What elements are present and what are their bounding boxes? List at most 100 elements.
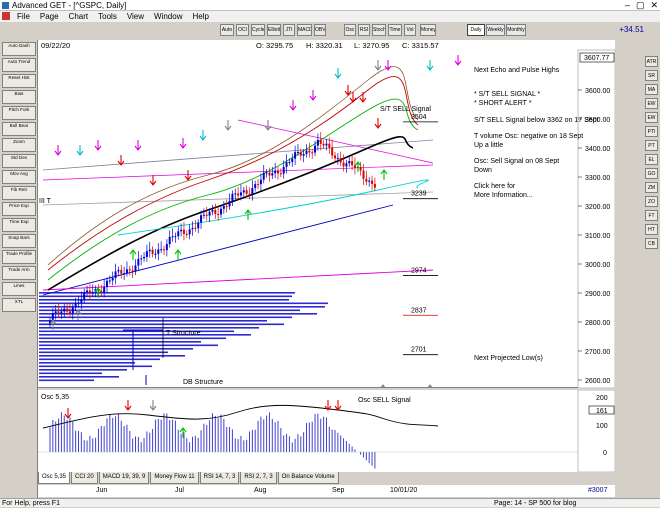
left-tool-auto-trend[interactable]: Auto Trend — [2, 58, 36, 72]
price-bar-body — [328, 143, 331, 148]
tab-obv[interactable]: On Balance Volume — [277, 472, 339, 484]
right-tool-go-8[interactable]: GO — [645, 168, 658, 179]
toolbar-osc-button[interactable]: Osc — [344, 24, 356, 36]
menu-help[interactable]: Help — [192, 12, 209, 21]
left-tool-trade-profile[interactable]: Trade Profile — [2, 250, 36, 264]
tab-money-flow[interactable]: Money Flow 11 — [150, 472, 199, 484]
menu-window[interactable]: Window — [154, 12, 183, 21]
price-bar-body — [54, 311, 57, 314]
left-tool-bull-bear[interactable]: Bull Bear — [2, 122, 36, 136]
price-bar-body — [134, 265, 137, 272]
toolbar-oci-button[interactable]: OCI — [236, 24, 249, 36]
right-tool-ew-4[interactable]: EW — [645, 112, 658, 123]
tab-rsi-14[interactable]: RSI 14, 7, 3 — [199, 472, 240, 484]
right-tool-pt-6[interactable]: PT — [645, 140, 658, 151]
toolbar-vol-button[interactable]: Vol — [404, 24, 416, 36]
volume-profile-bar — [39, 323, 284, 326]
price-bar-body — [239, 192, 242, 196]
price-bar-body — [77, 302, 80, 304]
level-label-2701: 2701 — [411, 347, 427, 354]
left-tool-reset-hist[interactable]: Reset Hist — [2, 74, 36, 88]
price-bar-body — [302, 154, 305, 156]
price-bar-body — [351, 161, 354, 166]
left-tool-mov-avg[interactable]: Mov Avg — [2, 170, 36, 184]
right-tool-cb-13[interactable]: CB — [645, 238, 658, 249]
left-tool-xtl[interactable]: XTL — [2, 298, 36, 312]
toolbar-rsi-button[interactable]: RSI — [358, 24, 370, 36]
toolbar-elliott-osc-button[interactable]: Elliott Osc — [267, 24, 281, 36]
price-bar-body — [208, 211, 211, 216]
price-bar-body — [86, 290, 89, 293]
right-tool-ht-12[interactable]: HT — [645, 224, 658, 235]
right-tool-zo-10[interactable]: ZO — [645, 196, 658, 207]
menu-tools[interactable]: Tools — [98, 12, 117, 21]
trend-line-gray — [42, 139, 434, 171]
level-label-2837: 2837 — [411, 307, 427, 314]
price-bar-body — [60, 311, 63, 314]
price-bar-body — [194, 227, 197, 229]
down-arrow-head — [324, 405, 332, 411]
toolbar-auto-dash-button[interactable]: Auto Dash — [220, 24, 234, 36]
price-bar-body — [117, 269, 120, 272]
menu-page[interactable]: Page — [39, 12, 59, 21]
left-tool-auto-dash[interactable]: Auto Dash — [2, 42, 36, 56]
volume-profile-bar — [39, 299, 289, 301]
menu-file[interactable]: File — [17, 12, 30, 21]
price-chart[interactable]: 3504 3239 2974 2837 2701 3600.00 3500.00 3400.… — [38, 40, 616, 414]
right-tool-ew-3[interactable]: EW — [645, 98, 658, 109]
volume-profile-bar — [39, 302, 328, 305]
up-arrow-head — [426, 384, 434, 390]
osc-value-box — [588, 405, 615, 415]
left-tool-fib-retr[interactable]: Fib Retr — [2, 186, 36, 200]
price-bar-body — [265, 172, 268, 174]
left-tool-time-exp[interactable]: Time Exp — [2, 218, 36, 232]
toolbar-weekly-button[interactable]: Weekly — [486, 24, 505, 36]
note-more-info[interactable]: More Information... — [474, 192, 533, 199]
left-tool-std-dev[interactable]: Std Dev — [2, 154, 36, 168]
price-bar-body — [268, 172, 271, 176]
left-tool-snap-bars[interactable]: Snap Bars — [2, 234, 36, 248]
price-bar-body — [165, 244, 168, 251]
oscillator-panel[interactable]: Osc 5,35 Osc SELL Signal 200 100 0 161 — [38, 389, 616, 473]
left-tool-zoom[interactable]: Zoom — [2, 138, 36, 152]
right-tool-pti-5[interactable]: PTI — [645, 126, 658, 137]
right-tool-el-7[interactable]: EL — [645, 154, 658, 165]
menu-chart[interactable]: Chart — [68, 12, 89, 21]
menu-view[interactable]: View — [126, 12, 145, 21]
toolbar-stoch-button[interactable]: Stoch — [372, 24, 386, 36]
left-tool-pitch-fork[interactable]: Pitch Fork — [2, 106, 36, 120]
indicator-tabs: Osc 5,35 CCI 20 MACD 19, 39, 9 Money Flo… — [38, 472, 615, 484]
left-tool-lines[interactable]: Lines — [2, 282, 36, 296]
tab-osc[interactable]: Osc 5,35 — [38, 472, 71, 484]
toolbar-obv-button[interactable]: OBV — [314, 24, 326, 36]
toolbar-macd-button[interactable]: MACD — [297, 24, 312, 36]
toolbar-cycles-button[interactable]: Cycles — [251, 24, 265, 36]
maximize-button[interactable]: ▢ — [635, 0, 645, 10]
tab-rsi-2[interactable]: RSI 2, 7, 3 — [240, 472, 277, 484]
right-tool-ma-2[interactable]: MA — [645, 84, 658, 95]
note-echo-pulse: Next Echo and Pulse Highs — [474, 67, 560, 74]
toolbar-monthly-button[interactable]: Monthly — [506, 24, 526, 36]
tab-macd[interactable]: MACD 19, 39, 9 — [98, 472, 150, 484]
down-arrow-head — [199, 135, 207, 141]
price-bar-body — [128, 269, 131, 271]
note-short-alert: * SHORT ALERT * — [474, 100, 532, 107]
left-tool-price-exp[interactable]: Price Exp — [2, 202, 36, 216]
volume-profile-bar — [39, 355, 185, 357]
left-tool-bias[interactable]: Bias — [2, 90, 36, 104]
toolbar-money-flow-button[interactable]: Money Flow — [420, 24, 436, 36]
close-button[interactable]: ✕ — [650, 0, 658, 10]
toolbar-time-cycle-button[interactable]: Time Cycle — [388, 24, 402, 36]
right-tool-zm-9[interactable]: ZM — [645, 182, 658, 193]
right-tool-sr-1[interactable]: SR — [645, 70, 658, 81]
price-bar-body — [368, 180, 371, 182]
left-tool-trade-arm[interactable]: Trade Arm — [2, 266, 36, 280]
toolbar-daily-button[interactable]: Daily — [467, 24, 485, 36]
tab-cci[interactable]: CCI 20 — [71, 472, 98, 484]
volume-profile-bar — [39, 348, 193, 350]
toolbar-jti-button[interactable]: JTI — [283, 24, 295, 36]
note-click-here[interactable]: Click here for — [474, 183, 516, 190]
right-tool-ft-11[interactable]: FT — [645, 210, 658, 221]
minimize-button[interactable]: – — [624, 0, 630, 10]
right-tool-atr-0[interactable]: ATR — [645, 56, 658, 67]
